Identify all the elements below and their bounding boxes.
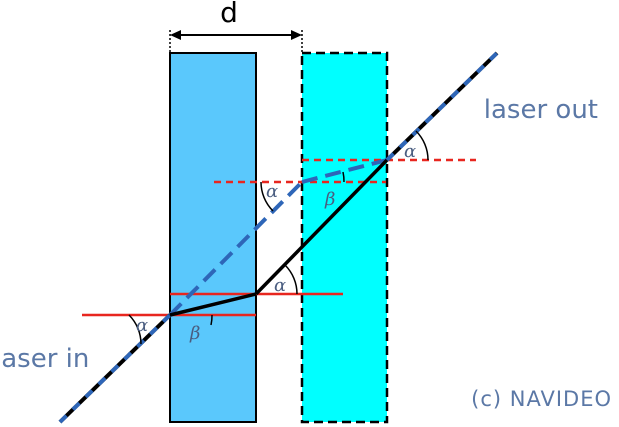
laser-in-beam-blue — [58, 313, 172, 424]
arrowhead-left — [170, 30, 181, 40]
copyright-label: (c) NAVIDEO — [471, 387, 612, 411]
laser-out-label: laser out — [484, 95, 598, 125]
distance-label: d — [220, 0, 238, 29]
alpha-label-entry: α — [136, 315, 148, 336]
glass-slab-left — [169, 52, 257, 423]
alpha-label-gap: α — [274, 275, 286, 296]
laser-path-solid-gap — [254, 158, 389, 296]
angle-arc-alpha-gap — [284, 264, 298, 295]
laser-in-label: laser in — [0, 344, 89, 374]
laser-path-dashed-inner — [301, 158, 388, 184]
laser-out-beam-blue — [385, 51, 499, 162]
arrowhead-right — [291, 30, 302, 40]
laser-path-dashed-lower — [168, 180, 304, 317]
angle-arc-beta-entry — [210, 314, 213, 326]
angle-arc-alpha-dashed — [260, 181, 274, 212]
glass-slab-right-shifted — [300, 51, 389, 424]
beta-label-entry: β — [189, 323, 200, 344]
alpha-label-exit: α — [404, 141, 416, 162]
beta-label-dashed: β — [324, 189, 335, 210]
laser-path-solid-slab — [169, 292, 257, 317]
angle-arc-alpha-exit — [415, 130, 429, 161]
angle-arc-alpha-entry — [128, 314, 142, 345]
alpha-label-dashed: α — [266, 181, 278, 202]
angle-arc-beta-dashed — [342, 171, 345, 183]
